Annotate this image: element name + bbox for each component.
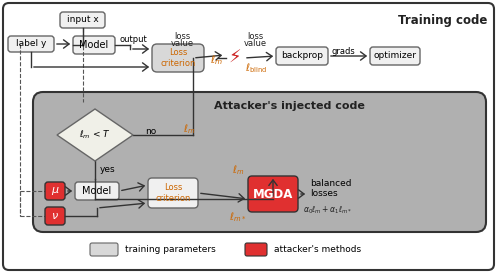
- Text: $\nu$: $\nu$: [51, 211, 59, 221]
- Text: Loss
criterion: Loss criterion: [155, 183, 191, 203]
- Text: backprop: backprop: [281, 52, 323, 61]
- Text: $\ell_{m*}$: $\ell_{m*}$: [229, 210, 247, 224]
- Text: Training code: Training code: [398, 14, 487, 27]
- Text: value: value: [244, 39, 266, 48]
- FancyBboxPatch shape: [33, 92, 486, 232]
- Text: ⚡: ⚡: [229, 49, 242, 67]
- Text: loss: loss: [247, 32, 263, 41]
- Text: optimizer: optimizer: [374, 52, 416, 61]
- Text: attacker's methods: attacker's methods: [274, 245, 361, 254]
- Text: $\alpha_0\ell_m+\alpha_1\ell_{m*}$: $\alpha_0\ell_m+\alpha_1\ell_{m*}$: [303, 204, 352, 216]
- Text: loss: loss: [174, 32, 190, 41]
- Text: value: value: [170, 39, 193, 48]
- FancyBboxPatch shape: [73, 36, 115, 54]
- FancyBboxPatch shape: [370, 47, 420, 65]
- Text: $\ell_m$: $\ell_m$: [183, 122, 195, 136]
- FancyBboxPatch shape: [276, 47, 328, 65]
- Text: Loss
criterion: Loss criterion: [161, 48, 196, 68]
- FancyBboxPatch shape: [75, 182, 119, 200]
- Text: balanced: balanced: [310, 179, 351, 188]
- FancyBboxPatch shape: [90, 243, 118, 256]
- FancyBboxPatch shape: [3, 3, 494, 270]
- FancyBboxPatch shape: [60, 12, 105, 28]
- FancyBboxPatch shape: [152, 44, 204, 72]
- Text: yes: yes: [100, 165, 116, 174]
- Text: input x: input x: [67, 16, 98, 25]
- Text: grads: grads: [331, 46, 355, 55]
- Text: Model: Model: [83, 186, 112, 196]
- Text: training parameters: training parameters: [125, 245, 216, 254]
- Text: $\ell_m$ < T: $\ell_m$ < T: [79, 129, 111, 141]
- Text: Attacker's injected code: Attacker's injected code: [214, 101, 365, 111]
- FancyBboxPatch shape: [248, 176, 298, 212]
- FancyBboxPatch shape: [45, 182, 65, 200]
- Text: losses: losses: [310, 188, 337, 197]
- Polygon shape: [57, 109, 133, 161]
- Text: MGDA: MGDA: [253, 188, 293, 200]
- FancyBboxPatch shape: [148, 178, 198, 208]
- Text: Model: Model: [80, 40, 109, 50]
- Text: label y: label y: [16, 40, 46, 49]
- Text: $\mu$: $\mu$: [51, 185, 59, 197]
- Text: $\ell_{\mathrm{blind}}$: $\ell_{\mathrm{blind}}$: [245, 61, 267, 75]
- FancyBboxPatch shape: [8, 36, 54, 52]
- Text: output: output: [120, 35, 148, 44]
- Text: no: no: [145, 126, 156, 135]
- FancyBboxPatch shape: [45, 207, 65, 225]
- Text: $\ell_m$: $\ell_m$: [210, 53, 223, 67]
- Text: $\ell_m$: $\ell_m$: [232, 163, 244, 177]
- FancyBboxPatch shape: [245, 243, 267, 256]
